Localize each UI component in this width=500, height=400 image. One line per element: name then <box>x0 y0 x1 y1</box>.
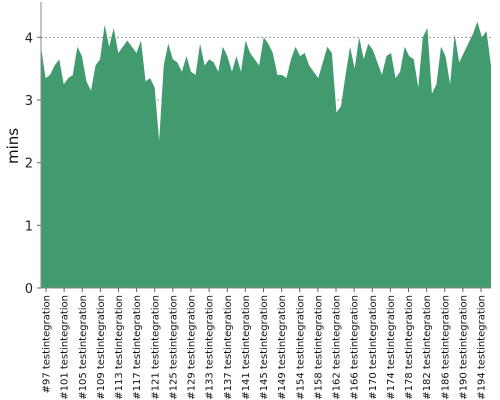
axes <box>40 2 491 289</box>
x-tick-label: #145 testintegration <box>259 295 270 400</box>
x-tick-label: #166 testintegration <box>350 295 361 400</box>
y-tick-label: 0 <box>25 282 33 297</box>
x-tick-label: #121 testintegration <box>150 295 161 400</box>
x-tick-label: #182 testintegration <box>422 295 433 400</box>
x-tick-label: #174 testintegration <box>386 295 397 400</box>
x-tick-label: #141 testintegration <box>241 295 252 400</box>
y-axis-label: mins <box>4 128 22 164</box>
x-tick-label: #178 testintegration <box>404 295 415 400</box>
x-tick-label: #194 testintegration <box>477 295 488 400</box>
y-tick-label: 1 <box>25 219 33 234</box>
x-tick-label: #170 testintegration <box>368 295 379 400</box>
x-tick-label: #101 testintegration <box>60 295 71 400</box>
x-tick-label: #117 testintegration <box>132 295 143 400</box>
x-tick-label: #109 testintegration <box>96 295 107 400</box>
x-axis-ticks: #97 testintegration #101 testintegration #… <box>42 288 488 400</box>
y-tick-label: 3 <box>25 94 33 109</box>
x-tick-label: #105 testintegration <box>78 295 89 400</box>
x-tick-label: #190 testintegration <box>458 295 469 400</box>
x-tick-label: #137 testintegration <box>223 295 234 400</box>
x-tick-label: #186 testintegration <box>440 295 451 400</box>
x-tick-label: #162 testintegration <box>332 295 343 400</box>
x-tick-label: #149 testintegration <box>277 295 288 400</box>
x-tick-label: #97 testintegration <box>42 295 53 393</box>
x-tick-label: #125 testintegration <box>168 295 179 400</box>
y-axis-ticks: 0 1 2 3 4 <box>25 31 41 297</box>
y-tick-label: 2 <box>25 157 33 172</box>
y-tick-label: 4 <box>25 31 33 46</box>
x-tick-label: #158 testintegration <box>313 295 324 400</box>
x-tick-label: #113 testintegration <box>114 295 125 400</box>
series-area <box>41 21 491 288</box>
x-tick-label: #129 testintegration <box>187 295 198 400</box>
x-tick-label: #133 testintegration <box>205 295 216 400</box>
x-tick-label: #154 testintegration <box>295 295 306 400</box>
